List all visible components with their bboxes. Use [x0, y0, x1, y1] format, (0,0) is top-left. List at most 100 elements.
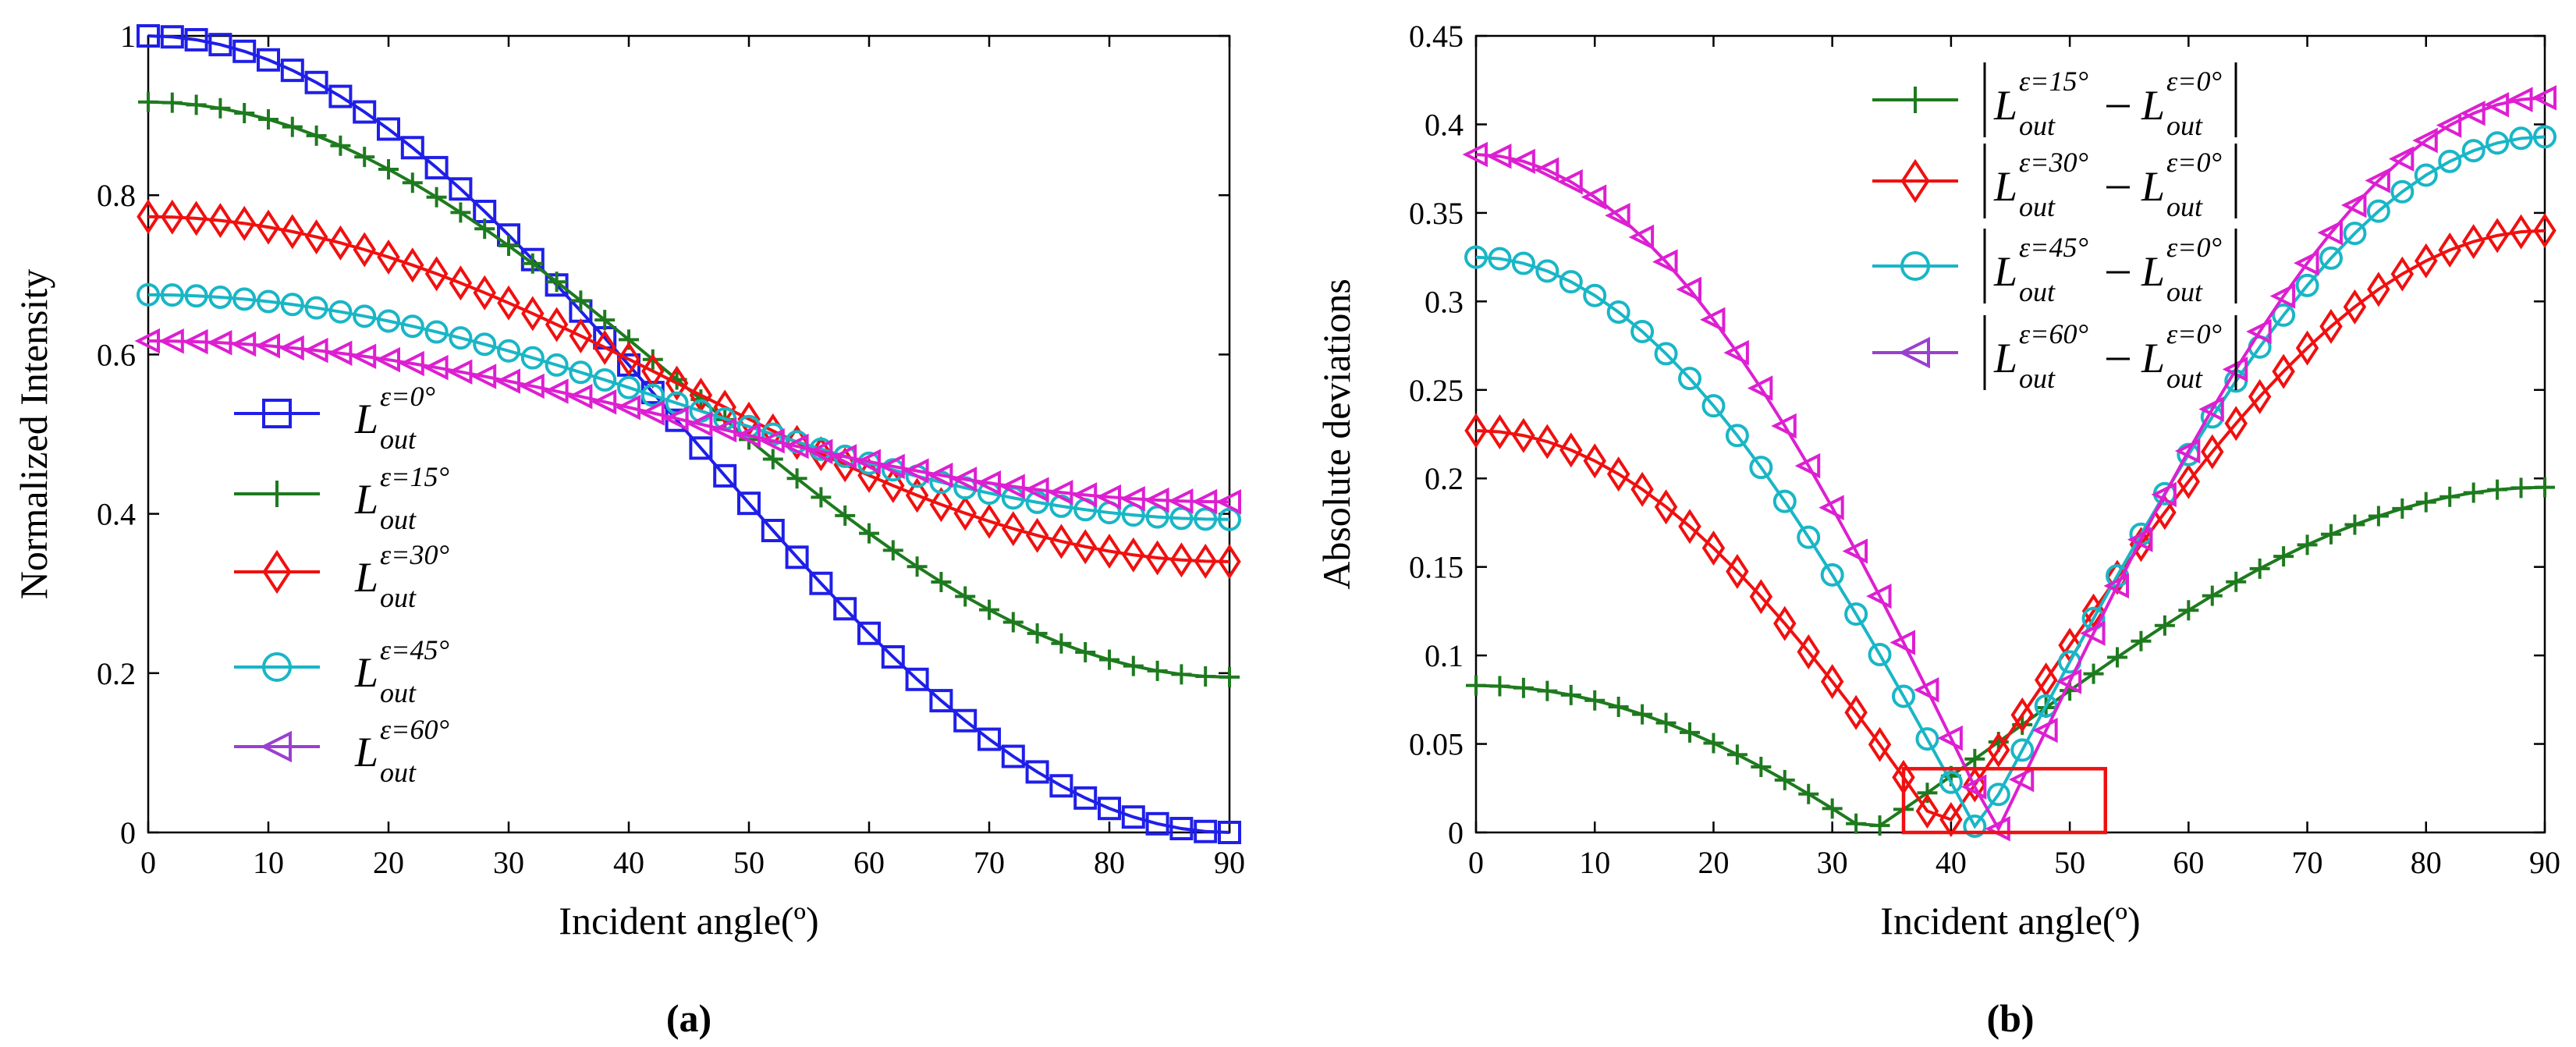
- panel-a-data-point: [306, 125, 327, 146]
- panel-b-ytick-label: 0.3: [1425, 284, 1464, 319]
- panel-a-ytick-label: 0.4: [97, 497, 136, 532]
- panel-a-data-point: [137, 282, 160, 307]
- panel-a-data-point: [449, 265, 473, 301]
- panel-b-xtick-label: 80: [2411, 845, 2442, 880]
- panel-a-data-point: [1051, 633, 1072, 654]
- panel-a-data-point: [1049, 774, 1073, 798]
- panel-b-series-line: [1475, 135, 2546, 829]
- panel-a-data-point: [208, 285, 232, 309]
- panel-b-data-point: [2343, 222, 2367, 246]
- panel-a-data-point: [594, 310, 616, 331]
- panel-a-data-point: [955, 586, 976, 607]
- panel-a-data-point: [665, 365, 689, 401]
- panel-b-data-point: [2177, 463, 2201, 499]
- panel-b-data-point: [1822, 798, 1843, 819]
- panel-a-data-point: [1194, 819, 1218, 843]
- panel-a-data-point: [134, 328, 160, 354]
- panel-a-data-point: [497, 339, 520, 363]
- panel-a-data-point: [593, 329, 616, 365]
- panel-b-data-point: [1559, 432, 1583, 468]
- panel-a-data-point: [186, 94, 207, 115]
- panel-b-data-point: [1608, 696, 1629, 717]
- panel-b-data-point: [1725, 424, 1749, 448]
- panel-b-series-line: [1475, 96, 2546, 832]
- panel-b-data-point: [2151, 481, 2177, 508]
- panel-a-data-point: [1171, 664, 1192, 685]
- panel-a-data-point: [234, 103, 255, 124]
- panel-a-data-point: [399, 350, 424, 377]
- panel-b-data-point: [2321, 524, 2341, 545]
- panel-a-xtick-label: 80: [1094, 845, 1125, 880]
- panel-a-data-point: [446, 359, 473, 385]
- panel-b-data-point: [1464, 413, 1488, 449]
- panel-a-data-point: [1073, 786, 1098, 810]
- legend-label-sub: out: [380, 582, 417, 613]
- panel-a-data-point: [570, 290, 591, 311]
- panel-a-data-point: [759, 428, 785, 454]
- panel-a-series-line: [147, 339, 1230, 504]
- panel-a-data-point: [929, 689, 953, 713]
- panel-b-data-point: [1678, 367, 1701, 391]
- panel-b-data-point: [2510, 477, 2532, 499]
- panel-a-data-point: [1147, 660, 1168, 681]
- legend-term1-sup: ε=45°: [2019, 232, 2088, 263]
- panel-a-data-point: [1025, 490, 1049, 514]
- panel-b-data-point: [1773, 605, 1797, 641]
- legend-marker: [262, 399, 292, 428]
- panel-b-data-point: [2392, 498, 2413, 519]
- panel-a-data-point: [835, 505, 856, 526]
- panel-b-data-point: [1701, 394, 1726, 418]
- panel-b-data-point: [2317, 220, 2343, 246]
- panel-b-xtick-label: 20: [1698, 845, 1729, 880]
- panel-a-data-point: [232, 287, 257, 311]
- panel-b-data-point: [2107, 647, 2127, 668]
- panel-b-data-point: [1960, 774, 1987, 800]
- panel-a-data-point: [979, 599, 999, 620]
- panel-a-data-point: [1144, 487, 1169, 513]
- panel-a-y-axis-label: Normalized Intensity: [12, 269, 55, 600]
- panel-b-xtick-label: 90: [2529, 845, 2560, 880]
- panel-b-data-point: [2034, 694, 2058, 718]
- panel-b-ytick-label: 0.35: [1409, 196, 1464, 231]
- panel-b-data-point: [1939, 802, 1963, 838]
- panel-a-data-point: [499, 236, 519, 257]
- panel-b-data-point: [1510, 148, 1535, 175]
- panel-b-x-axis-label: Incident angle(º): [1880, 899, 2140, 942]
- legend-label-sup: ε=45°: [380, 634, 449, 665]
- panel-a-data-point: [257, 289, 280, 314]
- panel-b-data-point: [1913, 677, 1939, 703]
- panel-b-data-point: [1892, 684, 1915, 708]
- panel-a-data-point: [1194, 543, 1217, 579]
- panel-a-data-point: [354, 147, 375, 168]
- panel-b-data-point: [1511, 251, 1535, 275]
- panel-b-data-point: [1630, 319, 1655, 343]
- panel-b-data-point: [1464, 245, 1488, 269]
- panel-a-data-point: [495, 368, 520, 394]
- panel-b-data-point: [2487, 479, 2508, 500]
- panel-a-data-point: [184, 201, 208, 236]
- panel-a-data-point: [377, 117, 400, 141]
- panel-a-data-point: [230, 331, 257, 357]
- panel-a-data-point: [1119, 486, 1145, 512]
- panel-a-data-point: [807, 438, 833, 465]
- panel-b-data-point: [1488, 414, 1512, 450]
- panel-a-data-point: [519, 373, 545, 399]
- panel-b-data-point: [1654, 342, 1678, 366]
- panel-a-data-point: [689, 399, 713, 423]
- panel-a-data-point: [617, 341, 640, 377]
- panel-a-data-point: [953, 708, 978, 733]
- panel-b-data-point: [1797, 525, 1821, 549]
- panel-a-data-point: [158, 328, 184, 354]
- panel-a-data-point: [905, 667, 929, 691]
- panel-a-data-point: [280, 59, 304, 83]
- panel-a-data-point: [809, 571, 833, 595]
- panel-a-data-point: [184, 27, 208, 51]
- legend-term1-base: L: [1993, 163, 2017, 210]
- panel-b-data-point: [1797, 634, 1820, 670]
- panel-b-data-point: [2272, 353, 2295, 389]
- panel-b-series-3: [1462, 85, 2556, 842]
- panel-b-data-point: [1535, 424, 1559, 460]
- panel-b-data-point: [2365, 168, 2390, 193]
- panel-b-data-point: [2367, 272, 2390, 307]
